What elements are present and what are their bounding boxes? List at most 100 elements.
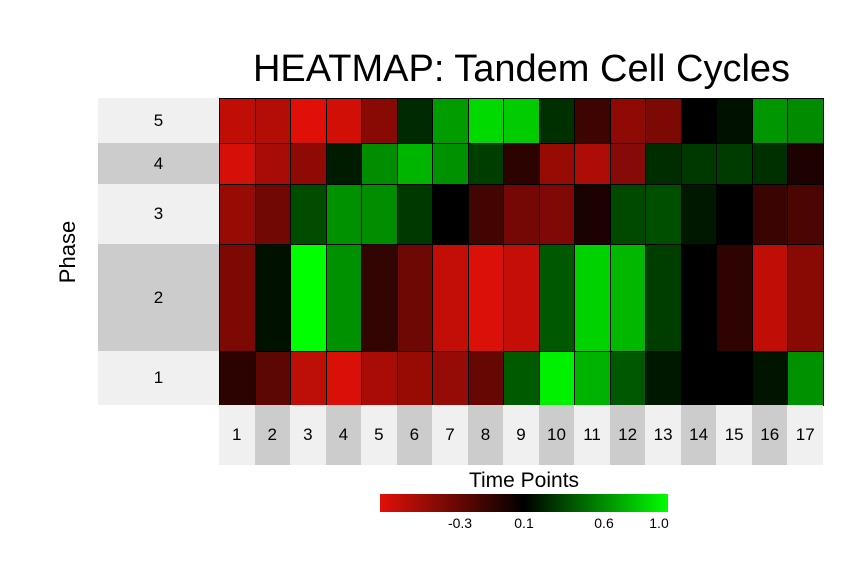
heatmap-cell bbox=[574, 244, 611, 352]
column-label-17: 17 bbox=[787, 405, 823, 465]
heatmap-cell bbox=[503, 98, 540, 144]
heatmap-cell bbox=[254, 184, 292, 245]
heatmap-cell bbox=[787, 184, 824, 245]
heatmap-cell bbox=[467, 143, 505, 185]
heatmap-cell bbox=[609, 143, 647, 185]
heatmap-cell bbox=[787, 351, 824, 406]
heatmap-cell bbox=[325, 143, 363, 185]
heatmap-cell bbox=[680, 143, 718, 185]
heatmap-cell bbox=[254, 143, 292, 185]
column-label-3: 3 bbox=[290, 405, 326, 465]
heatmap-cell bbox=[290, 351, 327, 406]
column-label-16: 16 bbox=[751, 405, 788, 465]
heatmap-cell bbox=[716, 143, 753, 185]
heatmap-cell bbox=[609, 244, 647, 352]
heatmap-cell bbox=[361, 98, 398, 144]
heatmap-cell bbox=[396, 244, 434, 352]
heatmap-cell bbox=[396, 184, 434, 245]
heatmap-cell bbox=[680, 98, 718, 144]
heatmap-cell bbox=[219, 143, 256, 185]
legend-tick-label: 0.1 bbox=[514, 515, 534, 531]
row-label-4: 4 bbox=[98, 143, 219, 184]
heatmap-cell bbox=[538, 143, 576, 185]
heatmap-cell bbox=[467, 244, 505, 352]
column-label-2: 2 bbox=[254, 405, 291, 465]
heatmap-cell bbox=[503, 143, 540, 185]
heatmap-cell bbox=[538, 351, 576, 406]
row-label-3: 3 bbox=[98, 184, 219, 244]
column-label-10: 10 bbox=[538, 405, 575, 465]
heatmap-cell bbox=[680, 184, 718, 245]
heatmap-cell bbox=[538, 244, 576, 352]
column-label-15: 15 bbox=[716, 405, 752, 465]
column-label-9: 9 bbox=[503, 405, 539, 465]
column-label-13: 13 bbox=[645, 405, 681, 465]
heatmap-cell bbox=[325, 184, 363, 245]
heatmap-cell bbox=[503, 351, 540, 406]
heatmap-cell bbox=[609, 351, 647, 406]
row-label-2: 2 bbox=[98, 244, 219, 351]
heatmap-cell bbox=[254, 244, 292, 352]
column-label-1: 1 bbox=[219, 405, 255, 465]
heatmap-cell bbox=[290, 143, 327, 185]
row-label-5: 5 bbox=[98, 98, 219, 143]
heatmap-cell bbox=[751, 184, 789, 245]
column-label-4: 4 bbox=[325, 405, 362, 465]
heatmap-cell bbox=[432, 143, 469, 185]
heatmap-cell bbox=[467, 351, 505, 406]
heatmap-cell bbox=[680, 244, 718, 352]
heatmap-cell bbox=[716, 98, 753, 144]
heatmap-cell bbox=[290, 98, 327, 144]
legend-tick-label: 1.0 bbox=[649, 515, 669, 531]
heatmap-cell bbox=[751, 244, 789, 352]
chart-title: HEATMAP: Tandem Cell Cycles bbox=[252, 48, 791, 90]
legend-tick-label: -0.3 bbox=[447, 515, 473, 531]
heatmap-cell bbox=[361, 244, 398, 352]
legend-title: Time Points bbox=[468, 469, 580, 492]
heatmap-cell bbox=[645, 184, 682, 245]
column-label-5: 5 bbox=[361, 405, 397, 465]
heatmap-cell bbox=[751, 143, 789, 185]
column-label-8: 8 bbox=[467, 405, 504, 465]
heatmap-cell bbox=[716, 244, 753, 352]
heatmap-cell bbox=[538, 98, 576, 144]
heatmap-cell bbox=[254, 98, 292, 144]
heatmap-cell bbox=[396, 98, 434, 144]
heatmap-cell bbox=[361, 143, 398, 185]
column-label-11: 11 bbox=[574, 405, 610, 465]
column-label-12: 12 bbox=[609, 405, 646, 465]
heatmap-cell bbox=[432, 351, 469, 406]
column-label-14: 14 bbox=[680, 405, 717, 465]
heatmap-cell bbox=[538, 184, 576, 245]
legend-tick-label: 0.6 bbox=[594, 515, 614, 531]
heatmap-cell bbox=[361, 351, 398, 406]
heatmap-cell bbox=[716, 351, 753, 406]
y-axis-label: Phase bbox=[55, 220, 80, 284]
heatmap-cell bbox=[219, 98, 256, 144]
row-label-1: 1 bbox=[98, 351, 219, 405]
heatmap-cell bbox=[574, 143, 611, 185]
heatmap-cell bbox=[609, 184, 647, 245]
heatmap-cell bbox=[645, 143, 682, 185]
heatmap-cell bbox=[396, 351, 434, 406]
heatmap-cell bbox=[716, 184, 753, 245]
heatmap-cell bbox=[645, 98, 682, 144]
heatmap-cell bbox=[290, 184, 327, 245]
heatmap-cell bbox=[503, 244, 540, 352]
heatmap-cell bbox=[787, 98, 824, 144]
color-legend-bar bbox=[380, 494, 668, 512]
heatmap-cell bbox=[290, 244, 327, 352]
heatmap-cell bbox=[219, 184, 256, 245]
heatmap-cell bbox=[396, 143, 434, 185]
heatmap-cell bbox=[787, 244, 824, 352]
heatmap-cell bbox=[680, 351, 718, 406]
heatmap-cell bbox=[751, 351, 789, 406]
heatmap-cell bbox=[503, 184, 540, 245]
column-label-7: 7 bbox=[432, 405, 468, 465]
heatmap-cell bbox=[219, 351, 256, 406]
heatmap-cell bbox=[361, 184, 398, 245]
heatmap-cell bbox=[645, 244, 682, 352]
heatmap-cell bbox=[254, 351, 292, 406]
heatmap-cell bbox=[609, 98, 647, 144]
heatmap-cell bbox=[574, 184, 611, 245]
